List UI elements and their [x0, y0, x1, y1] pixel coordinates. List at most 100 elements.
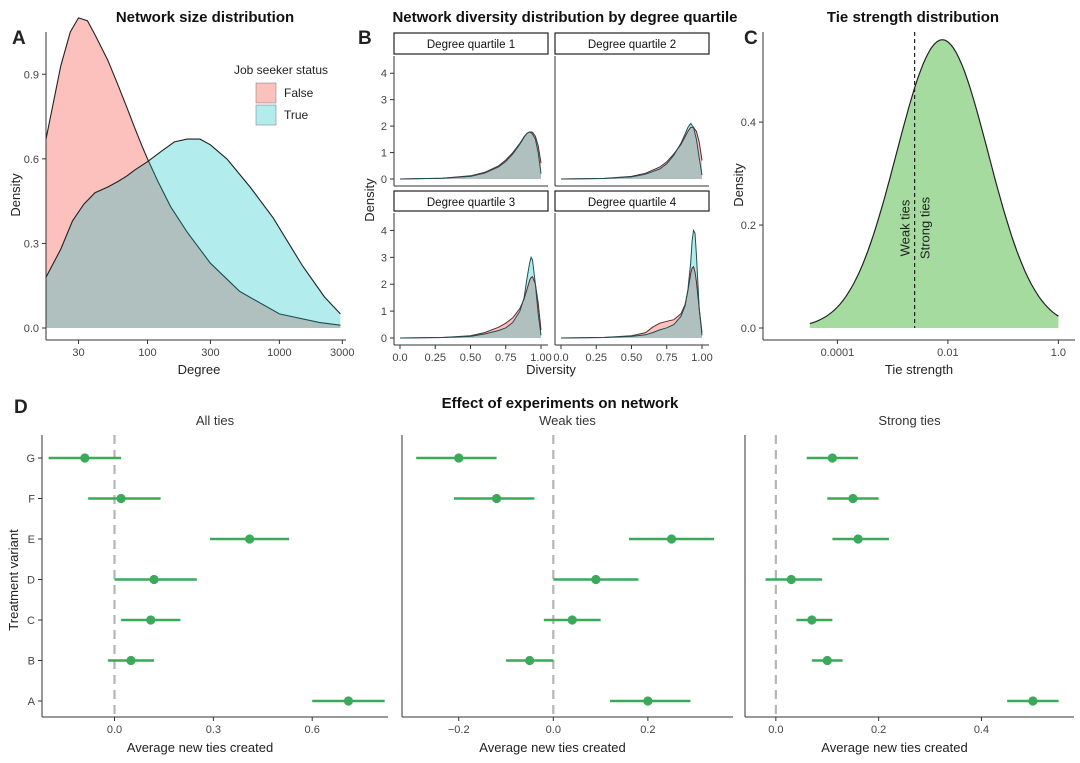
d-x-tick-label: 0.4: [974, 724, 989, 736]
facet-4: Degree quartile 4 0.0 0.25 0.50 0.75 1.00: [553, 190, 713, 364]
panel-d-experiment-effects: D Effect of experiments on network Treat…: [6, 395, 1074, 755]
facet-3: Degree quartile 3 0 1 2 3 4 0.0 0.25 0.50 0.75 1.0…: [381, 190, 552, 364]
estimate-point-G: [454, 453, 464, 463]
b-x-tick-label: 0.0: [553, 352, 568, 364]
estimate-point-E: [245, 534, 255, 544]
weak-ties-annotation: Weak ties: [898, 199, 913, 256]
panel-label-d: D: [14, 397, 28, 418]
category-label: B: [28, 656, 35, 668]
effect-facet-3: Strong ties 0.0 0.2 0.4 Average new ties cre…: [744, 413, 1074, 755]
facet-title: All ties: [196, 413, 235, 428]
panel-c-plot-area: Weak ties Strong ties 0.0001 0.01 1.0 0.0 0.2 0…: [741, 32, 1075, 359]
legend-swatch-true: [255, 104, 277, 126]
density-area-true: [561, 230, 702, 338]
facet-xlabel: Average new ties created: [821, 740, 967, 755]
estimate-point-D: [591, 574, 601, 585]
a-y-tick-label: 0.0: [24, 323, 39, 335]
density-area-true: [46, 139, 341, 328]
density-area-true: [561, 123, 702, 179]
facet-xlabel: Average new ties created: [127, 740, 273, 755]
panel-a-legend: Job seeker status False True: [234, 63, 328, 126]
estimate-point-A: [343, 696, 354, 706]
category-label: E: [28, 534, 35, 546]
a-x-tick-label: 300: [201, 347, 219, 359]
estimate-point-D: [149, 574, 159, 585]
estimate-point-B: [525, 655, 535, 666]
estimate-point-E: [853, 534, 863, 544]
panel-b-network-diversity: B Network diversity distribution by degr…: [358, 9, 738, 377]
category-label: F: [28, 494, 35, 506]
panel-label-a: A: [12, 28, 26, 49]
density-area-false: [46, 17, 341, 329]
density-line-true: [45, 138, 341, 315]
density-area-false: [400, 276, 541, 338]
d-x-tick-label: 0.6: [305, 724, 320, 736]
c-x-tick-label: 1.0: [1051, 347, 1066, 359]
density-line-true: [399, 255, 542, 339]
panel-a-plot-area: 30 100 300 1000 3000 0.0 0.3 0.6 0.9: [24, 17, 355, 359]
a-x-tick-label: 100: [138, 347, 156, 359]
density-line-true: [399, 131, 542, 180]
estimate-point-B: [126, 655, 136, 666]
a-y-tick-label: 0.6: [24, 154, 39, 166]
estimate-point-D: [786, 574, 796, 585]
legend-title: Job seeker status: [234, 63, 328, 77]
density-line-false: [45, 17, 341, 326]
b-x-tick-label: 0.75: [656, 352, 677, 364]
density-line-true: [560, 122, 703, 180]
b-y-tick-label: 4: [381, 68, 387, 80]
d-x-tick-label: 0.0: [107, 724, 122, 736]
estimate-point-F: [848, 493, 858, 504]
density-area-true: [400, 131, 541, 179]
panel-label-b: B: [358, 28, 372, 49]
b-x-tick-label: 0.25: [425, 352, 446, 364]
b-y-tick-label: 1: [381, 148, 387, 160]
c-y-tick-label: 0.4: [741, 117, 756, 129]
facet-strip-label: Degree quartile 3: [427, 197, 515, 209]
panel-a-network-size: A Network size distribution Degree Densi…: [8, 9, 355, 377]
b-y-tick-label: 1: [381, 306, 387, 318]
density-line-false: [560, 126, 703, 180]
category-label: A: [28, 696, 36, 708]
b-y-tick-label: 0: [381, 174, 387, 186]
b-y-tick-label: 2: [381, 279, 387, 291]
panel-b-facets: Degree quartile 1 0 1 2 3 4 Degree quartile 2 D…: [381, 32, 713, 364]
density-area-false: [400, 131, 541, 179]
category-label: D: [27, 575, 35, 587]
d-x-tick-label: 0.3: [206, 724, 221, 736]
facet-xlabel: Average new ties created: [479, 740, 625, 755]
estimate-point-A: [1028, 696, 1038, 706]
legend-label-false: False: [284, 86, 314, 100]
facet-2: Degree quartile 2: [554, 32, 710, 187]
panel-c-xlabel: Tie strength: [885, 362, 953, 377]
estimate-point-G: [827, 453, 837, 463]
density-area-false: [561, 127, 702, 179]
facet-title: Weak ties: [539, 413, 596, 428]
facet-strip-label: Degree quartile 4: [588, 197, 677, 209]
b-x-tick-label: 0.50: [621, 352, 642, 364]
facet-1: Degree quartile 1 0 1 2 3 4: [381, 32, 549, 187]
facet-strip: [554, 190, 710, 212]
b-y-tick-label: 2: [381, 121, 387, 133]
density-line-true: [560, 228, 703, 339]
facet-strip: [393, 190, 549, 212]
facet-strip-label: Degree quartile 1: [427, 39, 515, 51]
d-x-tick-label: 0.2: [640, 724, 655, 736]
density-area-true: [400, 257, 541, 338]
panel-d-title: Effect of experiments on network: [442, 395, 679, 412]
strong-ties-annotation: Strong ties: [918, 196, 933, 259]
density-line-false: [560, 265, 703, 339]
panel-b-title: Network diversity distribution by degree…: [392, 9, 737, 26]
tie-density-area: [809, 39, 1059, 328]
c-x-tick-label: 0.0001: [821, 347, 855, 359]
effect-facet-1: All ties 0.0 0.3 0.6 Average new ties create…: [26, 413, 388, 755]
estimate-point-G: [80, 453, 90, 463]
panel-c-title: Tie strength distribution: [827, 9, 999, 26]
a-y-tick-label: 0.3: [24, 238, 39, 250]
category-label: G: [26, 453, 35, 465]
panel-a-title: Network size distribution: [116, 9, 294, 26]
c-y-tick-label: 0.2: [741, 220, 756, 232]
a-x-tick-label: 3000: [330, 347, 354, 359]
estimate-point-C: [807, 615, 817, 625]
estimate-point-F: [116, 493, 126, 504]
